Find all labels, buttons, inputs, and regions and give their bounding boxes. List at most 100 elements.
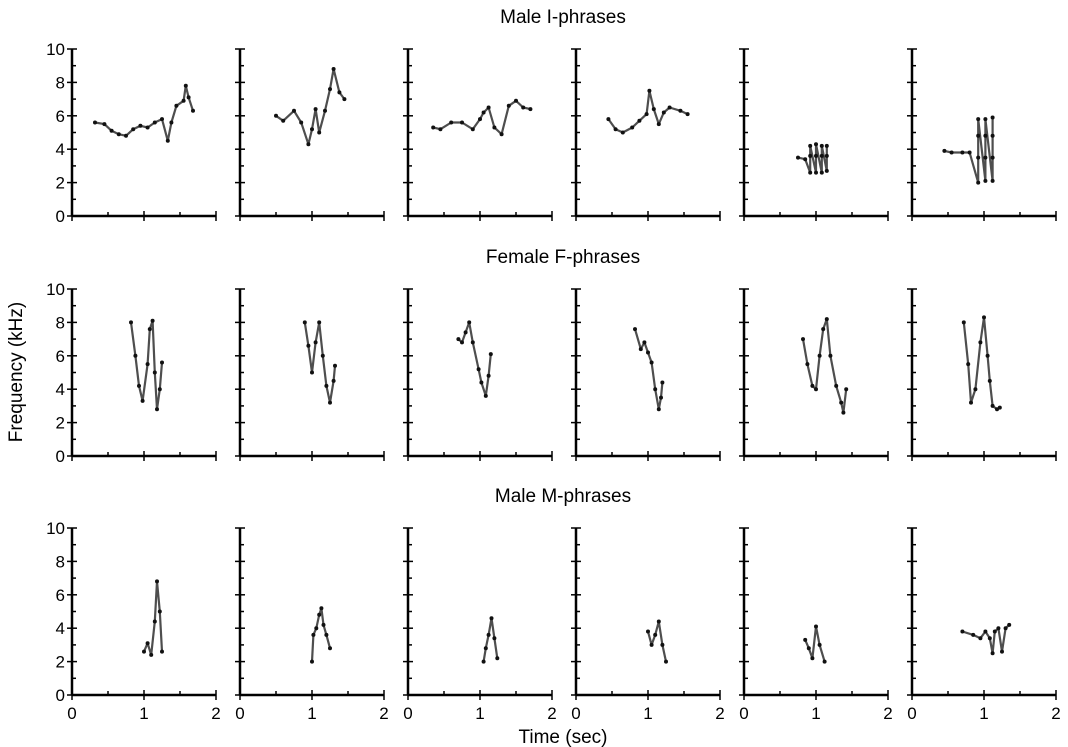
row-title: Male M-phrases xyxy=(495,486,631,507)
spectrogram-point xyxy=(333,363,337,368)
spectrogram-point xyxy=(489,616,494,621)
spectrogram-point xyxy=(470,127,475,132)
spectrogram-point xyxy=(463,330,468,335)
spectrogram-point xyxy=(642,340,647,345)
spectrogram-point xyxy=(155,579,159,584)
spectrogram-point xyxy=(659,395,663,400)
spectrogram-point xyxy=(637,118,642,123)
spectrogram-point xyxy=(152,120,157,125)
spectrogram-point xyxy=(996,626,1001,631)
y-tick-label: 0 xyxy=(56,447,65,466)
spectrogram-point xyxy=(973,387,978,392)
y-tick-label: 10 xyxy=(46,280,65,299)
spectrogram-panel xyxy=(739,48,889,221)
spectrogram-panel xyxy=(571,48,721,221)
spectrogram-point xyxy=(274,113,278,118)
spectrogram-point xyxy=(160,360,164,365)
spectrogram-point xyxy=(311,632,316,637)
spectrogram-trace xyxy=(482,617,499,663)
spectrogram-point xyxy=(960,150,965,155)
y-tick-label: 8 xyxy=(56,73,65,92)
spectrogram-point xyxy=(976,117,981,122)
spectrogram-point xyxy=(306,142,311,147)
spectrogram-trace xyxy=(943,116,994,184)
spectrogram-point xyxy=(620,130,625,135)
spectrogram-panel xyxy=(235,48,385,221)
spectrogram-point xyxy=(93,120,97,125)
spectrogram-point xyxy=(306,343,311,348)
spectrogram-panel: 0 2 4 6 8 10 xyxy=(46,40,217,226)
x-tick-label: 0 xyxy=(907,704,916,723)
spectrogram-point xyxy=(317,612,322,617)
spectrogram-point xyxy=(147,327,152,332)
spectrogram-point xyxy=(169,120,174,125)
spectrogram-point xyxy=(470,340,475,345)
spectrogram-point xyxy=(514,98,518,103)
spectrogram-panel xyxy=(235,288,385,461)
spectrogram-point xyxy=(987,636,992,641)
spectrogram-point xyxy=(1007,622,1012,627)
spectrogram-trace xyxy=(961,623,1011,655)
spectrogram-point xyxy=(985,353,990,358)
spectrogram-point xyxy=(328,87,332,92)
spectrogram-point xyxy=(486,105,491,110)
spectrogram-point xyxy=(483,646,488,651)
spectrogram-point xyxy=(606,117,611,122)
spectrogram-point xyxy=(486,632,491,637)
spectrogram-point xyxy=(803,637,808,642)
spectrogram-point xyxy=(810,383,815,388)
y-tick-label: 8 xyxy=(56,552,65,571)
spectrogram-point xyxy=(834,383,839,388)
spectrogram-point xyxy=(460,340,464,345)
spectrogram-point xyxy=(310,370,314,375)
y-tick-label: 0 xyxy=(56,207,65,226)
spectrogram-point xyxy=(160,117,164,122)
spectrogram-panel xyxy=(739,288,889,461)
spectrogram-point xyxy=(124,133,128,138)
spectrogram-point xyxy=(152,619,157,624)
x-tick-label: 0 xyxy=(739,704,748,723)
spectrogram-point xyxy=(481,110,486,115)
spectrogram-panel xyxy=(907,288,1057,461)
spectrogram-point xyxy=(824,143,829,148)
spectrogram-point xyxy=(839,400,844,405)
spectrogram-point xyxy=(320,353,325,358)
spectrogram-point xyxy=(990,651,995,656)
spectrogram-panel: 0 1 2 xyxy=(235,527,389,723)
spectrogram-point xyxy=(331,378,336,383)
y-tick-label: 10 xyxy=(46,519,65,538)
spectrogram-point xyxy=(109,128,114,133)
spectrogram-point xyxy=(844,387,849,392)
spectrogram-trace xyxy=(801,318,848,414)
spectrogram-point xyxy=(157,609,162,614)
spectrogram-point xyxy=(990,115,995,120)
spectrogram-point xyxy=(949,150,954,155)
x-tick-label: 2 xyxy=(211,704,220,723)
spectrogram-point xyxy=(292,108,296,113)
spectrogram-point xyxy=(656,407,661,412)
spectrogram-point xyxy=(317,320,322,325)
spectrogram-trace xyxy=(93,84,195,142)
spectrogram-point xyxy=(479,380,484,385)
spectrogram-point xyxy=(685,112,690,117)
spectrogram-point xyxy=(160,649,164,654)
row-title: Female F-phrases xyxy=(486,247,640,268)
spectrogram-point xyxy=(644,112,649,117)
spectrogram-point xyxy=(481,659,486,664)
spectrogram-point xyxy=(142,649,146,654)
spectrogram-point xyxy=(960,629,965,634)
spectrogram-point xyxy=(661,110,666,115)
spectrogram-point xyxy=(822,659,827,664)
spectrogram-trace xyxy=(303,321,337,404)
spectrogram-point xyxy=(983,629,988,634)
spectrogram-point xyxy=(824,168,829,173)
spectrogram-point xyxy=(819,153,824,158)
spectrogram-point xyxy=(438,127,443,132)
y-tick-label: 4 xyxy=(56,380,65,399)
spectrogram-point xyxy=(660,380,665,385)
x-tick-label: 0 xyxy=(67,704,76,723)
spectrogram-point xyxy=(806,646,811,651)
spectrogram-point xyxy=(814,170,818,175)
x-tick-label: 0 xyxy=(403,704,412,723)
